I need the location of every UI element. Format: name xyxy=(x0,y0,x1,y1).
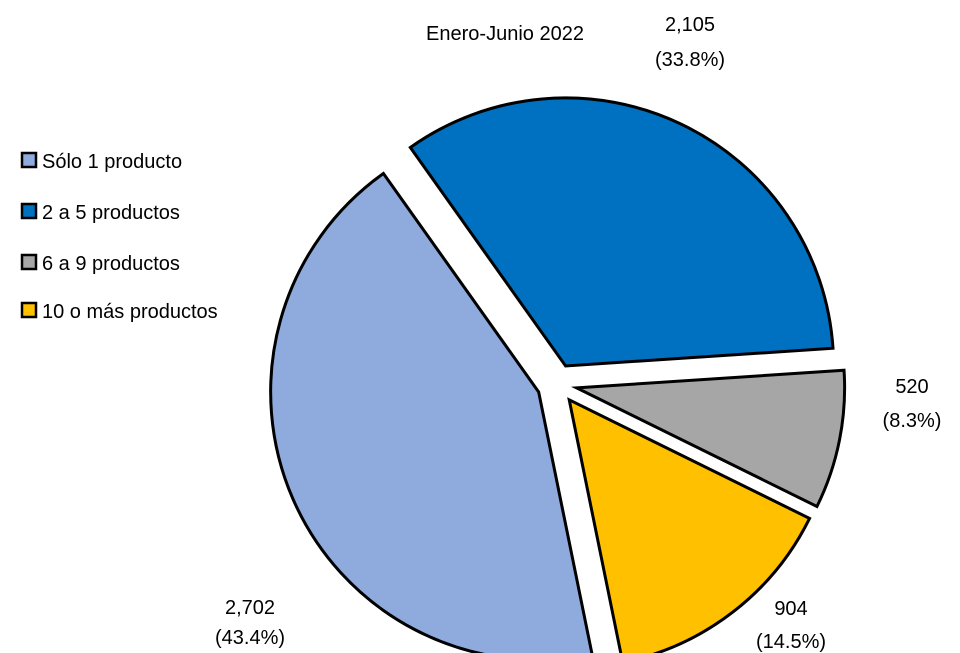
slice-value-label: 2,105 xyxy=(665,14,715,36)
slice-percent-label: (8.3%) xyxy=(883,410,942,432)
data-labels: 2,702 (43.4%) 2,105 (33.8%) 520 (8.3%) 9… xyxy=(215,14,941,653)
legend-label: 6 a 9 productos xyxy=(42,253,180,275)
legend-swatch xyxy=(20,301,38,319)
slice-value-label: 904 xyxy=(774,598,807,620)
pie-slice xyxy=(408,96,835,368)
legend-label: 10 o más productos xyxy=(42,301,218,323)
pie-slice xyxy=(567,397,812,653)
legend-item: 2 a 5 productos xyxy=(20,202,180,224)
legend-swatch xyxy=(20,202,38,220)
slice-value-label: 2,702 xyxy=(225,597,275,619)
legend-label: 2 a 5 productos xyxy=(42,202,180,224)
chart-title: Enero-Junio 2022 xyxy=(426,23,584,45)
legend-item: 10 o más productos xyxy=(20,301,218,323)
pie-slices xyxy=(269,96,847,653)
legend: Sólo 1 producto 2 a 5 productos 6 a 9 pr… xyxy=(20,151,218,323)
legend-swatch xyxy=(20,151,38,169)
legend-swatch xyxy=(20,253,38,271)
pie-slice xyxy=(570,368,847,509)
legend-label: Sólo 1 producto xyxy=(42,151,182,173)
slice-percent-label: (14.5%) xyxy=(756,631,826,653)
legend-item: Sólo 1 producto xyxy=(20,151,182,173)
slice-percent-label: (43.4%) xyxy=(215,627,285,649)
legend-item: 6 a 9 productos xyxy=(20,253,180,275)
pie-slice xyxy=(269,171,594,653)
slice-percent-label: (33.8%) xyxy=(655,49,725,71)
slice-value-label: 520 xyxy=(895,376,928,398)
